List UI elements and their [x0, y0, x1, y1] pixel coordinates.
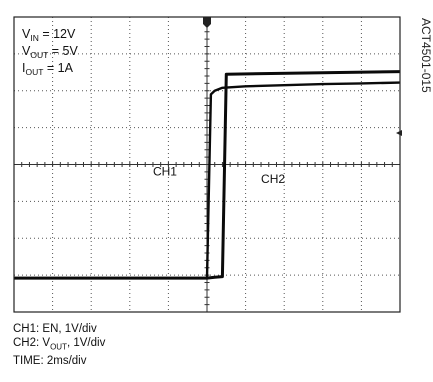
- trace-label-ch2: CH2: [261, 172, 285, 186]
- trigger-marker-icon: [203, 17, 211, 28]
- legend-ch1-text: CH1: EN, 1V/div: [13, 323, 97, 335]
- legend-ch2-post: , 1V/div: [66, 337, 106, 349]
- setting-value: = 12V: [39, 27, 76, 41]
- setting-value: = 5V: [48, 44, 78, 58]
- trace-labels: CH1 CH2: [153, 165, 285, 186]
- legend-ch2-text: CH2: V: [13, 337, 51, 349]
- setting-subscript: IN: [30, 33, 39, 43]
- trace-ch2: [14, 81, 401, 280]
- grid: [13, 16, 402, 313]
- setting-symbol: V: [22, 44, 31, 58]
- setting-subscript: OUT: [30, 50, 48, 60]
- setting-value: = 1A: [43, 61, 73, 75]
- traces: [14, 70, 401, 280]
- setting-out: VOUT = 5V: [22, 44, 78, 60]
- legend-ch2-sub: OUT: [50, 342, 67, 352]
- legend-line-ch1: CH1: EN, 1V/div: [13, 322, 105, 336]
- legend: CH1: EN, 1V/div CH2: VOUT, 1V/div TIME: …: [13, 322, 105, 368]
- figure-id: ACT4501-015: [419, 18, 433, 93]
- setting-subscript: OUT: [25, 67, 43, 77]
- legend-time-text: TIME: 2ms/div: [13, 355, 87, 368]
- setting-symbol: I: [22, 61, 25, 75]
- setting-in: VIN = 12V: [22, 27, 76, 43]
- setting-out: IOUT = 1A: [22, 61, 74, 77]
- legend-line-time: TIME: 2ms/div: [13, 354, 105, 368]
- legend-line-ch2: CH2: VOUT, 1V/div: [13, 336, 105, 354]
- setting-symbol: V: [22, 27, 31, 41]
- plot-frame: [13, 16, 401, 313]
- trace-label-ch1: CH1: [153, 165, 177, 179]
